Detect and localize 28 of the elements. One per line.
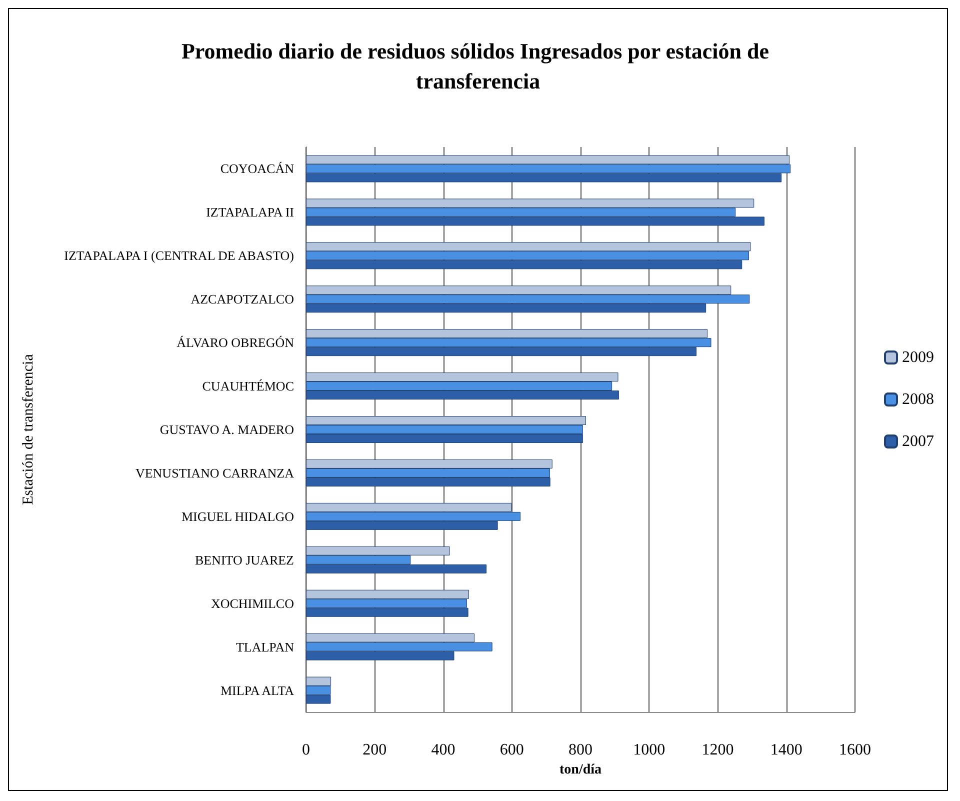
y-tick-label: ÁLVARO OBREGÓN bbox=[176, 335, 295, 350]
legend-label: 2009 bbox=[902, 349, 934, 366]
y-tick-label: CUAUHTÉMOC bbox=[202, 378, 294, 394]
y-tick-label: IZTAPALAPA II bbox=[206, 204, 294, 220]
y-axis-title: Estación de transferencia bbox=[20, 354, 36, 505]
y-tick-label: VENUSTIANO CARRANZA bbox=[135, 465, 295, 480]
x-tick-label: 400 bbox=[431, 742, 456, 758]
legend-label: 2008 bbox=[902, 391, 934, 408]
x-tick-label: 1600 bbox=[839, 742, 871, 758]
y-tick-label: GUSTAVO A. MADERO bbox=[160, 422, 294, 437]
x-tick-label: 200 bbox=[362, 742, 387, 758]
x-tick-label: 800 bbox=[568, 742, 592, 758]
y-tick-label: XOCHIMILCO bbox=[210, 596, 294, 611]
legend-label: 2007 bbox=[902, 433, 934, 450]
y-tick-label: TLALPAN bbox=[236, 639, 295, 654]
y-tick-label: MILPA ALTA bbox=[220, 682, 295, 698]
y-tick-label: BENITO JUAREZ bbox=[194, 552, 294, 568]
x-tick-label: 0 bbox=[302, 742, 310, 758]
x-axis-title: ton/día bbox=[559, 762, 602, 778]
y-tick-label: COYOACÁN bbox=[220, 161, 295, 176]
y-tick-label: IZTAPALAPA I (CENTRAL DE ABASTO) bbox=[64, 248, 294, 264]
y-tick-label: AZCAPOTZALCO bbox=[190, 292, 294, 307]
x-tick-label: 1400 bbox=[770, 742, 802, 758]
x-tick-label: 600 bbox=[500, 742, 524, 758]
x-tick-label: 1200 bbox=[702, 742, 734, 758]
x-tick-label: 1000 bbox=[633, 742, 666, 758]
chart-title: Promedio diario de residuos sólidos Ingresados por estación de transferencia bbox=[181, 38, 775, 94]
y-tick-label: MIGUEL HIDALGO bbox=[181, 508, 294, 524]
